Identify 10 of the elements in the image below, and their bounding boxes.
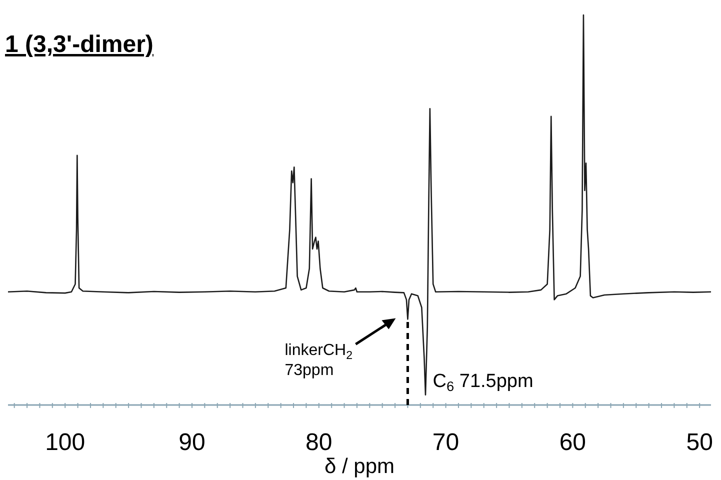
x-tick-label: 90 bbox=[178, 429, 206, 456]
annotation: C$_{6}$ 71.5ppm bbox=[432, 370, 534, 394]
x-tick-label: 70 bbox=[432, 429, 460, 456]
x-tick-label: 60 bbox=[559, 429, 586, 456]
annotation: linkerCH$_{2}$ 73ppm bbox=[284, 342, 352, 380]
x-tick-label: 50 bbox=[686, 429, 713, 456]
text: 1 (3,3'-dimer) bbox=[5, 31, 154, 58]
x-axis-title: δ / ppm bbox=[324, 455, 395, 478]
x-tick-label: 100 bbox=[45, 429, 86, 456]
x-tick-label: 80 bbox=[306, 429, 332, 456]
